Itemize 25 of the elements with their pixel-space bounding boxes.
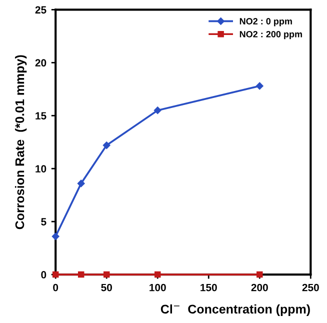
y-tick-label: 25 [35,6,46,14]
point [78,271,84,278]
x-tick-label: 50 [101,284,112,292]
y-tick-label: 15 [36,112,46,120]
y-tick-label: 0 [41,271,46,278]
x-tick-label: 200 [251,284,268,292]
y-tick-label: 10 [36,165,46,172]
y-tick-label: 20 [35,59,46,67]
x-tick-label: 100 [150,284,166,292]
legend-label: NO2 : 0 ppm [240,18,292,26]
y-axis-title: Corrosion Rate (*0.01 mmpy) [14,55,27,230]
y-tick-label: 5 [41,218,46,226]
x-tick-label: 0 [53,284,58,292]
legend-label: NO2 : 200 ppm [240,30,302,40]
point [102,142,110,149]
point [154,106,162,114]
point [256,271,263,278]
x-tick-label: 150 [200,284,217,292]
x-tick-label: 250 [302,284,319,292]
point [77,180,85,188]
point [154,271,161,278]
point [52,232,60,240]
point [103,271,110,278]
point [256,82,264,90]
x-axis-title: Cl$^{−}$ Concentration (ppm) [160,304,310,316]
